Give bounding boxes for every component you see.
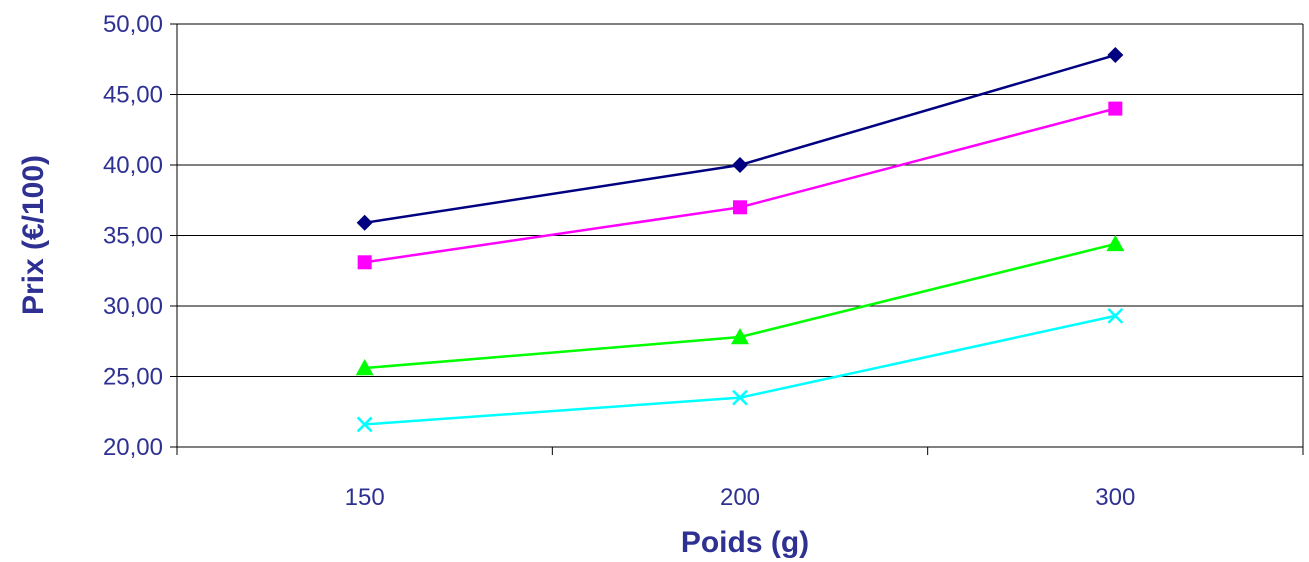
data-point <box>1108 101 1123 116</box>
y-tick-label: 30,00 <box>103 293 163 320</box>
y-axis-title: Prix (€/100) <box>17 155 50 315</box>
data-point <box>355 359 374 376</box>
data-point-stroke <box>732 389 748 406</box>
y-tick-label: 45,00 <box>103 82 163 109</box>
data-point <box>1107 47 1124 64</box>
data-point <box>356 214 373 231</box>
data-point <box>356 416 373 433</box>
tick-labels: 20,00 25,00 30,00 35,00 40,00 45,00 50,00 150 20… <box>103 11 1135 511</box>
axes <box>170 23 1304 455</box>
series-1 <box>356 47 1124 231</box>
data-point <box>1107 307 1124 324</box>
y-tick-label: 50,00 <box>103 11 163 38</box>
x-tick-label: 200 <box>720 484 760 511</box>
y-tick-label: 25,00 <box>103 364 163 391</box>
data-point <box>1106 234 1125 252</box>
y-tick-label: 20,00 <box>103 434 163 461</box>
series-2 <box>357 101 1123 270</box>
x-tick-label: 150 <box>345 484 385 511</box>
data-point <box>732 389 748 406</box>
data-point <box>731 328 749 345</box>
data-point <box>733 200 747 215</box>
y-tick-label: 35,00 <box>103 223 163 250</box>
series-group <box>355 47 1125 433</box>
x-axis-title: Poids (g) <box>681 526 809 559</box>
series-3 <box>355 234 1125 376</box>
series-4 <box>356 307 1124 433</box>
data-point <box>732 157 748 173</box>
data-point-stroke <box>1107 307 1124 324</box>
series-line <box>364 107 1116 264</box>
data-point-stroke <box>356 416 373 433</box>
gridlines <box>177 23 1303 377</box>
y-tick-label: 40,00 <box>103 152 163 179</box>
data-point <box>357 255 372 270</box>
x-tick-label: 300 <box>1095 484 1135 511</box>
